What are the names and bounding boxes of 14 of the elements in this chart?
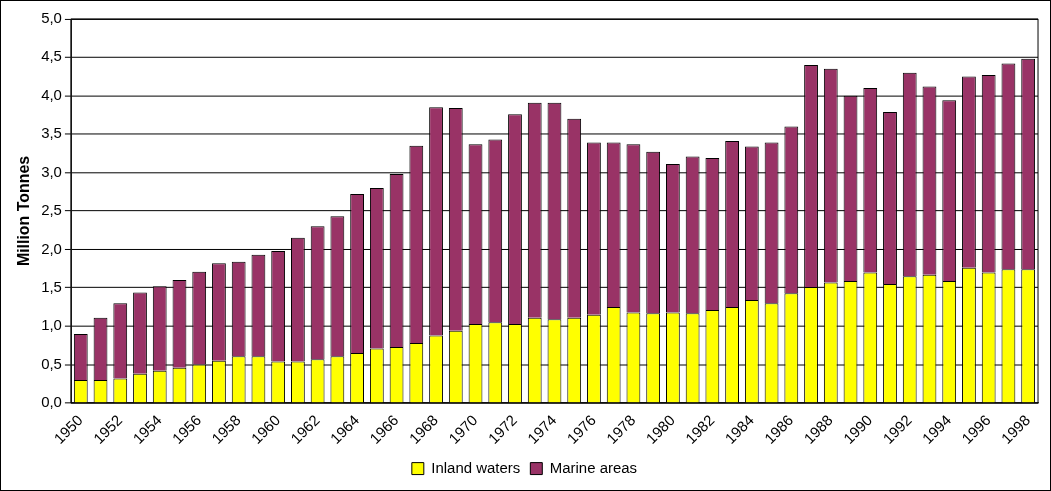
legend-label: Marine areas: [549, 458, 638, 476]
y-tick-label: 1,0: [41, 316, 62, 334]
legend-label: Inland waters: [431, 458, 521, 476]
y-tick-label: 2,0: [41, 239, 62, 257]
y-tick-label: 0,0: [41, 393, 62, 411]
y-tick-label: 3,5: [41, 124, 62, 142]
y-tick-label: 4,0: [41, 85, 62, 103]
y-tick-label: 1,5: [41, 277, 62, 295]
y-tick-label: 2,5: [41, 201, 62, 219]
y-tick-label: 0,5: [41, 354, 62, 372]
y-tick-label: 3,0: [41, 162, 62, 180]
y-axis-title: Million Tonnes: [14, 155, 32, 267]
y-tick-label: 4,5: [41, 47, 62, 65]
y-tick-label: 5,0: [41, 9, 62, 27]
